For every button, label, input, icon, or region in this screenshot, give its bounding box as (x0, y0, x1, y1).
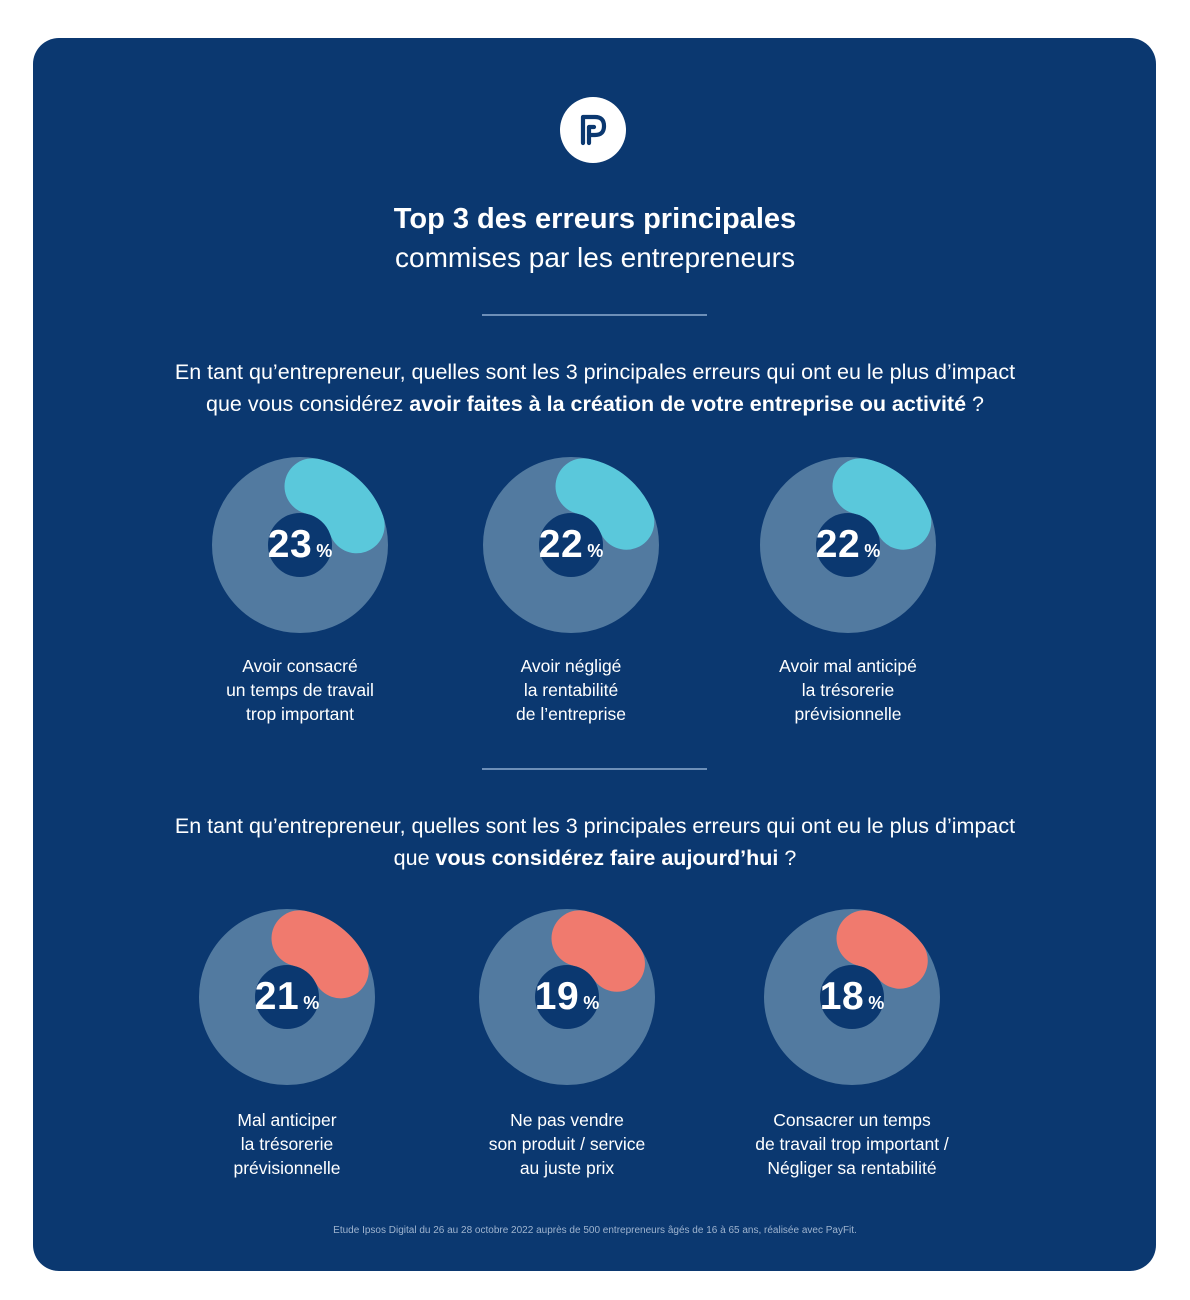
percentage-number: 19 (534, 975, 580, 1018)
percentage-sign: % (583, 992, 600, 1013)
donut-svg (212, 457, 388, 633)
question-1-line2: que vous considérez avoir faites à la cr… (206, 392, 984, 416)
percentage-value: 18% (762, 907, 942, 1087)
question-2-line1: En tant qu’entrepreneur, quelles sont le… (174, 814, 1016, 838)
source-footnote: Etude Ipsos Digital du 26 au 28 octobre … (333, 1225, 857, 1236)
donut-label: Mal anticiper la trésorerie prévisionnelle (157, 1108, 417, 1180)
donut-label-line: Avoir négligé (520, 656, 622, 676)
donut-label: Consacrer un temps de travail trop import… (722, 1108, 982, 1180)
percentage-number: 22 (815, 523, 861, 566)
donut-label-line: de l’entreprise (516, 704, 626, 724)
donut-label-line: prévisionnelle (233, 1158, 341, 1178)
donut-label-line: au juste prix (519, 1158, 615, 1178)
divider-middle (482, 768, 707, 770)
donut-label: Avoir mal anticipé la trésorerie prévision… (718, 654, 978, 726)
question-1: En tant qu’entrepreneur, quelles sont le… (0, 356, 1190, 420)
percentage-number: 23 (267, 523, 313, 566)
donut-label-line: trop important (246, 704, 354, 724)
donut-segment (760, 457, 936, 633)
percentage-value: 23% (210, 455, 390, 635)
donut-svg (764, 908, 940, 1085)
percentage-sign: % (868, 992, 885, 1013)
percentage-number: 22 (538, 523, 584, 566)
donut-label-line: prévisionnelle (794, 704, 902, 724)
donut-segment (483, 457, 659, 633)
question-2: En tant qu’entrepreneur, quelles sont le… (0, 810, 1190, 874)
percentage-sign: % (587, 540, 604, 561)
donut-label-line: Avoir consacré (242, 656, 358, 676)
donut-label: Avoir consacré un temps de travail trop im… (170, 654, 430, 726)
donut-segment (479, 908, 655, 1085)
donut-chart-2-2: 19% (477, 907, 657, 1087)
percentage-number: 18 (819, 975, 865, 1018)
payfit-logo-icon (560, 97, 626, 163)
percentage-value: 22% (481, 455, 661, 635)
donut-svg (483, 457, 659, 633)
percentage-value: 19% (477, 907, 657, 1087)
percentage-value: 22% (758, 455, 938, 635)
question-2-line2: que vous considérez faire aujourd’hui ? (393, 846, 797, 870)
donut-label-line: Avoir mal anticipé (779, 656, 917, 676)
percentage-sign: % (303, 992, 320, 1013)
percentage-sign: % (316, 540, 333, 561)
donut-svg (760, 457, 936, 633)
page-title: Top 3 des erreurs principales (393, 203, 797, 235)
donut-svg (479, 908, 655, 1085)
donut-label-line: Négliger sa rentabilité (767, 1158, 937, 1178)
donut-segment (764, 908, 940, 1085)
divider-top (482, 314, 707, 316)
donut-chart-1-2: 22% (481, 455, 661, 635)
donut-label-line: son produit / service (488, 1134, 646, 1154)
donut-label-line: la rentabilité (523, 680, 619, 700)
donut-label-line: Ne pas vendre (510, 1110, 624, 1130)
donut-label-line: Consacrer un temps (773, 1110, 931, 1130)
donut-chart-1-3: 22% (758, 455, 938, 635)
percentage-number: 21 (254, 975, 300, 1018)
donut-label: Avoir négligé la rentabilité de l’entrepri… (441, 654, 701, 726)
donut-label-line: Mal anticiper (237, 1110, 337, 1130)
percentage-sign: % (864, 540, 881, 561)
donut-chart-2-3: 18% (762, 907, 942, 1087)
donut-label: Ne pas vendre son produit / service au jus… (437, 1108, 697, 1180)
donut-chart-1-1: 23% (210, 455, 390, 635)
percentage-value: 21% (197, 907, 377, 1087)
donut-segment (212, 457, 388, 633)
donut-label-line: la trésorerie (240, 1134, 334, 1154)
donut-chart-2-1: 21% (197, 907, 377, 1087)
donut-label-line: de travail trop important / (755, 1134, 949, 1154)
donut-label-line: la trésorerie (801, 680, 895, 700)
donut-svg (199, 908, 375, 1085)
question-1-line1: En tant qu’entrepreneur, quelles sont le… (174, 360, 1016, 384)
donut-segment (199, 908, 375, 1085)
donut-label-line: un temps de travail (226, 680, 374, 700)
page-subtitle: commises par les entrepreneurs (395, 242, 795, 273)
